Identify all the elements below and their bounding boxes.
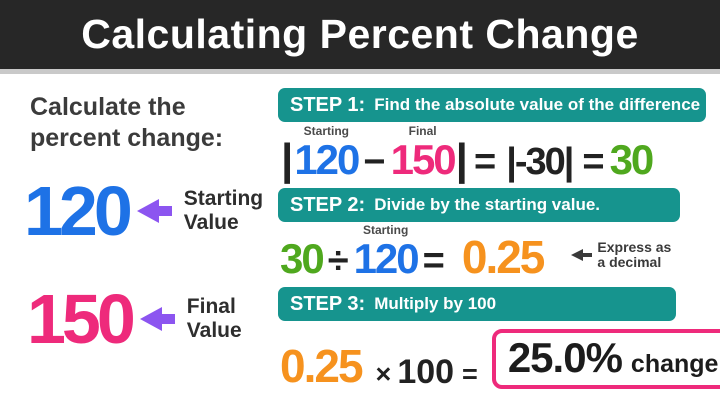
final-value-row: 150 Final Value xyxy=(27,284,242,354)
step1-equation: | Starting 120 − Final 150 | = |-30| = 3… xyxy=(280,124,706,185)
equals-sign: = xyxy=(473,141,497,183)
arrow-left-icon xyxy=(571,249,584,262)
value-150: 150 xyxy=(390,136,457,183)
arrow-head xyxy=(139,307,162,331)
step2-title: Divide by the starting value. xyxy=(374,195,600,214)
starting-number-stack: Starting 120 xyxy=(294,124,360,183)
step3-title: Multiply by 100 xyxy=(374,294,497,313)
step2-equation: 30 ÷ Starting 120 = 0.25 Express as a de… xyxy=(280,224,706,280)
result-change-label: change xyxy=(630,350,719,378)
starting-mini-label: Starting xyxy=(303,124,350,138)
title-bar: Calculating Percent Change xyxy=(0,0,720,74)
final-number-stack: Final 150 xyxy=(390,124,457,183)
arrow-tail xyxy=(583,253,593,258)
abs-bar-close: | xyxy=(455,135,468,185)
abs-bar-open: | xyxy=(281,135,294,185)
final-value-number: 150 xyxy=(27,280,136,358)
value-30: 30 xyxy=(280,235,325,282)
value-100: 100 xyxy=(397,353,455,391)
arrow-head xyxy=(136,199,159,223)
value-120: 120 xyxy=(353,235,420,282)
arrow-tail xyxy=(158,206,172,216)
result-box: 25.0% change xyxy=(491,329,720,389)
final-value-label: Final Value xyxy=(186,295,242,342)
result-0-25: 0.25 xyxy=(461,231,546,283)
equals-sign: = xyxy=(582,141,605,183)
step3-header: STEP 3: Multiply by 100 xyxy=(278,287,676,321)
value-120: 120 xyxy=(294,136,360,183)
step3-equation: 0.25 × 100 = 25.0% change xyxy=(280,329,720,392)
arrow-tail xyxy=(161,314,175,324)
minus-sign: − xyxy=(363,141,386,183)
step2-tag: STEP 2: xyxy=(290,193,366,216)
starting-mini-label: Starting xyxy=(362,223,409,237)
starting-value-row: 120 Starting Value xyxy=(24,176,263,246)
divide-sign: ÷ xyxy=(327,240,349,282)
equals-sign: = xyxy=(422,240,445,282)
arrow-left-icon xyxy=(136,199,172,223)
steps-panel: STEP 1: Find the absolute value of the d… xyxy=(278,88,720,392)
page-title: Calculating Percent Change xyxy=(81,11,639,57)
starting-value-label: Starting Value xyxy=(183,187,264,234)
abs-neg-30: |-30| xyxy=(506,141,574,183)
value-0-25: 0.25 xyxy=(280,340,364,392)
starting-number-stack: Starting 120 xyxy=(353,223,420,282)
step2-header: STEP 2: Divide by the starting value. xyxy=(278,188,680,222)
result-30: 30 xyxy=(609,136,655,183)
result-percent: 25.0% xyxy=(507,334,623,381)
express-note: Express as a decimal xyxy=(571,238,672,271)
arrow-left-icon xyxy=(139,307,175,331)
final-mini-label: Final xyxy=(408,124,437,138)
step1-header: STEP 1: Find the absolute value of the d… xyxy=(278,88,706,122)
express-note-text: Express as a decimal xyxy=(597,238,672,271)
step1-tag: STEP 1: xyxy=(290,93,366,116)
step3-tag: STEP 3: xyxy=(290,292,366,315)
prompt-text: Calculate the percent change: xyxy=(30,93,224,152)
times-sign: × xyxy=(375,359,392,389)
starting-value-number: 120 xyxy=(24,172,133,250)
step1-title: Find the absolute value of the differenc… xyxy=(374,95,701,114)
equals-sign: = xyxy=(462,359,478,389)
